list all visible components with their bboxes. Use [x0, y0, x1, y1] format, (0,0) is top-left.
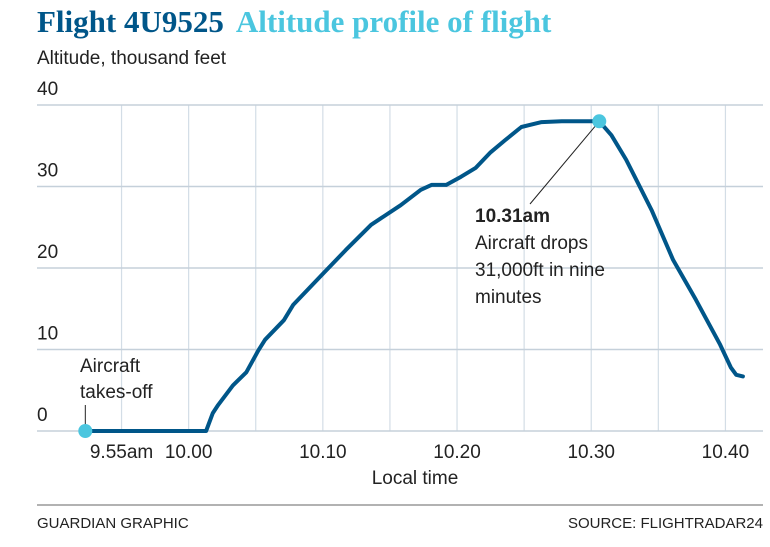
- x-tick-label: 10.10: [299, 442, 347, 463]
- x-tick-label: 10.00: [165, 442, 213, 463]
- footer-source: SOURCE: FLIGHTRADAR24: [568, 515, 763, 532]
- x-axis-label: Local time: [372, 468, 459, 489]
- altitude-line: [83, 119, 745, 433]
- y-tick-label: 0: [37, 405, 48, 426]
- y-tick-label: 40: [37, 79, 58, 100]
- y-axis-label: Altitude, thousand feet: [37, 48, 227, 69]
- takeoff-annotation-line1: Aircraft: [80, 356, 141, 377]
- y-tick-label: 30: [37, 161, 58, 182]
- x-tick-label: 9.55am: [90, 442, 153, 463]
- x-tick-label: 10.30: [567, 442, 615, 463]
- takeoff-annotation-line2: takes-off: [80, 382, 153, 403]
- x-tick-label: 10.20: [433, 442, 481, 463]
- chart-subtitle-title: Altitude profile of flight: [236, 4, 552, 39]
- x-tick-label: 10.40: [702, 442, 750, 463]
- drop-annotation-line2: 31,000ft in nine: [475, 260, 605, 281]
- drop-start-marker: [592, 114, 607, 129]
- drop-annotation-line3: minutes: [475, 287, 542, 308]
- chart-title: Flight 4U9525: [37, 4, 224, 39]
- y-tick-label: 10: [37, 324, 58, 345]
- footer-credit: GUARDIAN GRAPHIC: [37, 515, 189, 532]
- drop-annotation-heading: 10.31am: [475, 206, 550, 227]
- y-tick-label: 20: [37, 242, 58, 263]
- takeoff-marker: [78, 424, 93, 438]
- x-ticks: 9.55am 10.00 10.10 10.20 10.30 10.40: [90, 442, 749, 463]
- drop-leader-line: [529, 120, 600, 205]
- y-ticks: 0 10 20 30 40: [37, 79, 58, 426]
- svg-text:Flight 4U9525 Altitude pro: Flight 4U9525 Altitude profile of flight: [37, 4, 552, 39]
- drop-annotation-line1: Aircraft drops: [475, 233, 588, 254]
